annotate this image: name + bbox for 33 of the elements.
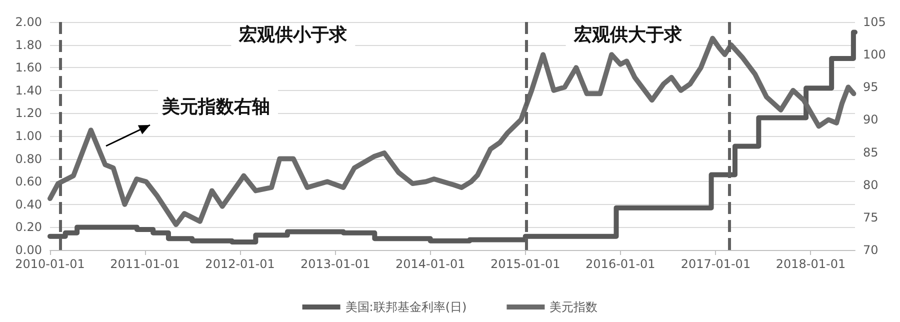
x-tick-label: 2017-01-01 — [680, 257, 751, 271]
y-tick-label: 0.80 — [15, 152, 42, 166]
y-tick-label: 1.80 — [15, 38, 42, 52]
annotation: 宏观供小于求 — [238, 24, 348, 46]
annotation: 宏观供大于求 — [572, 24, 683, 46]
x-tick-label: 2010-01-01 — [15, 257, 85, 271]
x-tick-label: 2018-01-01 — [776, 257, 846, 271]
y2-tick-label: 85 — [863, 145, 878, 160]
y-tick-label: 1.40 — [15, 83, 42, 98]
y-tick-label: 1.20 — [15, 106, 42, 120]
legend-label: 美元指数 — [550, 300, 598, 314]
y2-tick-label: 80 — [863, 178, 878, 192]
x-tick-label: 2011-01-01 — [110, 257, 180, 271]
y2-tick-label: 105 — [863, 15, 886, 29]
legend-label: 美国:联邦基金利率(日) — [345, 300, 467, 314]
y2-tick-label: 100 — [863, 48, 886, 62]
y-tick-label: 0.40 — [15, 197, 42, 212]
y2-tick-label: 95 — [863, 80, 878, 94]
y-tick-label: 0.60 — [15, 174, 42, 189]
y-tick-label: 1.00 — [15, 129, 42, 143]
x-tick-label: 2016-01-01 — [586, 257, 656, 271]
y-tick-label: 2.00 — [15, 15, 42, 29]
annotation: 美元指数右轴 — [161, 96, 270, 118]
x-tick-label: 2015-01-01 — [490, 257, 560, 271]
x-tick-label: 2012-01-01 — [205, 257, 275, 271]
y-tick-label: 0.00 — [15, 243, 42, 257]
y2-tick-label: 90 — [863, 112, 878, 127]
y2-tick-label: 70 — [863, 243, 878, 257]
x-tick-label: 2014-01-01 — [395, 257, 466, 271]
y-tick-label: 0.20 — [15, 220, 42, 234]
x-tick-label: 2013-01-01 — [300, 257, 370, 271]
y-tick-label: 1.60 — [15, 60, 42, 75]
y2-tick-label: 75 — [863, 210, 878, 224]
